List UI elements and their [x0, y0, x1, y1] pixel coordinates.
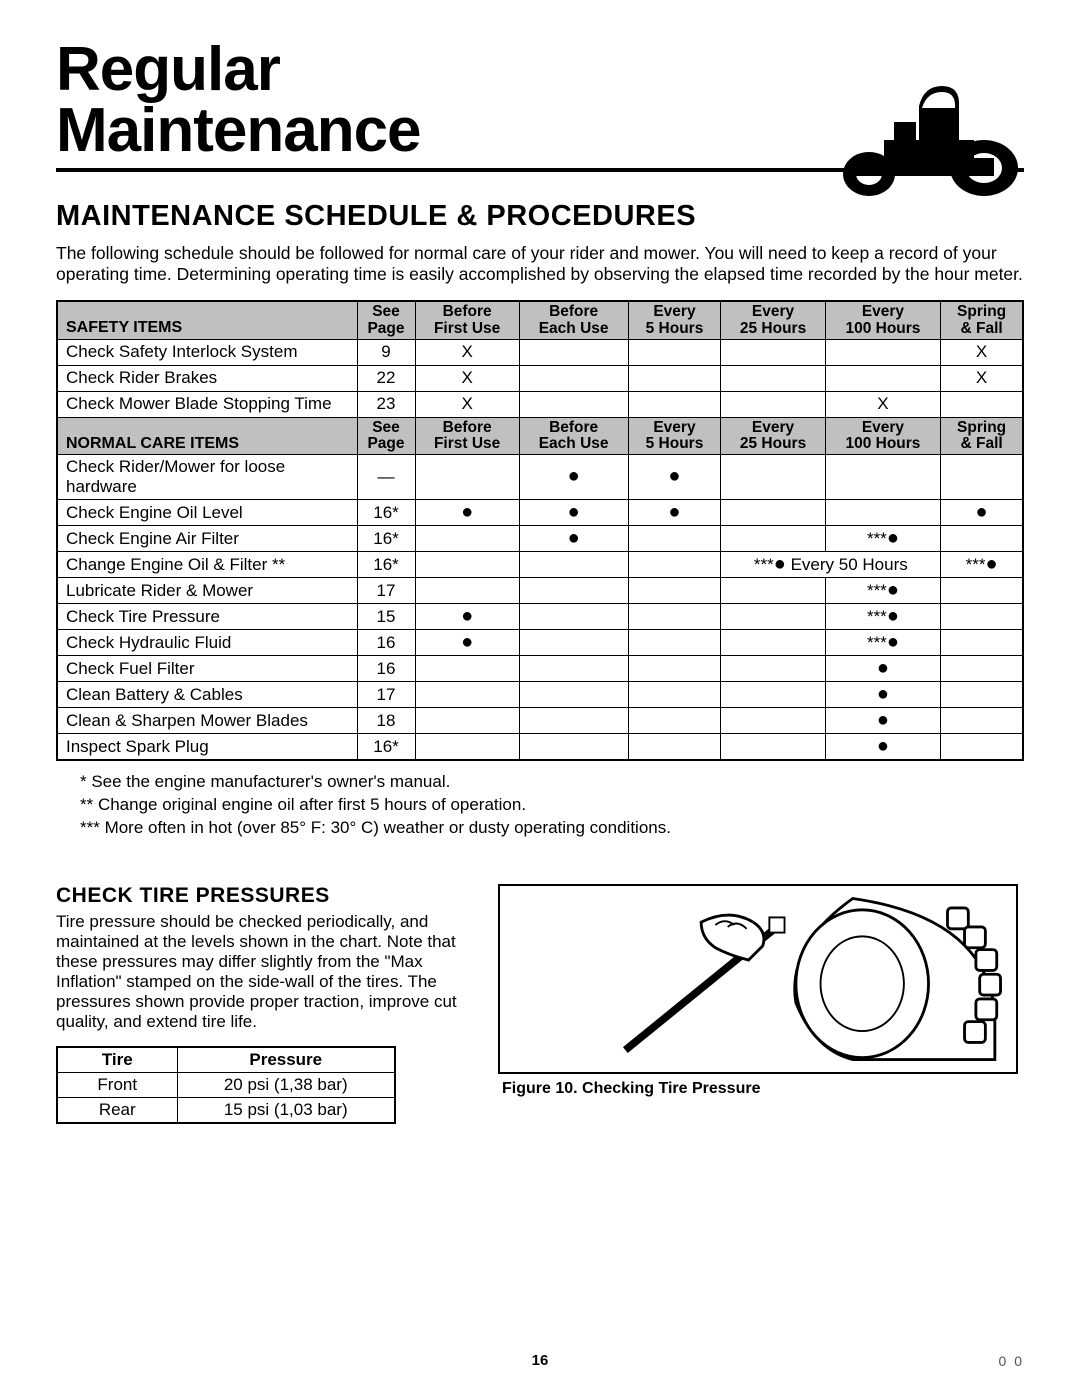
- title-line1: Regular: [56, 35, 280, 104]
- col-safety-items: SAFETY ITEMS: [57, 301, 357, 339]
- intro-text: The following schedule should be followe…: [56, 243, 1024, 287]
- footnote-2: ** Change original engine oil after firs…: [80, 794, 1024, 817]
- tire-table: Tire Pressure Front20 psi (1,38 bar)Rear…: [56, 1046, 396, 1124]
- table-row: Check Rider Brakes22XX: [57, 365, 1023, 391]
- col-25h: Every25 Hours: [721, 301, 825, 339]
- col-5h: Every5 Hours: [628, 301, 721, 339]
- table-row: Check Mower Blade Stopping Time23XX: [57, 391, 1023, 417]
- table-row: Check Engine Oil Level16*●●●●: [57, 500, 1023, 526]
- table-row: Front20 psi (1,38 bar): [57, 1072, 395, 1097]
- col-first-use: BeforeFirst Use: [415, 301, 519, 339]
- figure-caption: Figure 10. Checking Tire Pressure: [502, 1080, 1018, 1098]
- col-see-page: SeePage: [357, 301, 415, 339]
- page-number: 16: [0, 1352, 1080, 1369]
- table-row: Check Hydraulic Fluid16●***●: [57, 630, 1023, 656]
- col-normal-items: NORMAL CARE ITEMS: [57, 417, 357, 455]
- table-row: Check Tire Pressure15●***●: [57, 604, 1023, 630]
- table-row: Rear15 psi (1,03 bar): [57, 1097, 395, 1123]
- col-pressure: Pressure: [177, 1047, 395, 1073]
- footnotes: * See the engine manufacturer's owner's …: [80, 771, 1024, 840]
- col-tire: Tire: [57, 1047, 177, 1073]
- title-line2: Maintenance: [56, 96, 421, 165]
- page-title: Regular Maintenance: [56, 40, 421, 162]
- maintenance-table: SAFETY ITEMS SeePage BeforeFirst Use Bef…: [56, 300, 1024, 761]
- table-row: Inspect Spark Plug16*●: [57, 734, 1023, 760]
- figure-illustration: [498, 884, 1018, 1074]
- table-header-row-2: NORMAL CARE ITEMS SeePage BeforeFirst Us…: [57, 417, 1023, 455]
- page-header: Regular Maintenance: [56, 40, 1024, 172]
- tire-body-text: Tire pressure should be checked periodic…: [56, 912, 470, 1032]
- col-spring-fall: Spring& Fall: [941, 301, 1023, 339]
- col-100h: Every100 Hours: [825, 301, 941, 339]
- table-row: Lubricate Rider & Mower17***●: [57, 578, 1023, 604]
- table-row: Check Rider/Mower for loose hardware—●●: [57, 455, 1023, 500]
- table-row: Clean Battery & Cables17●: [57, 682, 1023, 708]
- footnote-3: *** More often in hot (over 85° F: 30° C…: [80, 817, 1024, 840]
- page-code: 0 0: [999, 1353, 1024, 1369]
- section-heading: MAINTENANCE SCHEDULE & PROCEDURES: [56, 200, 1024, 233]
- table-header-row: SAFETY ITEMS SeePage BeforeFirst Use Bef…: [57, 301, 1023, 339]
- table-row: Clean & Sharpen Mower Blades18●: [57, 708, 1023, 734]
- col-each-use: BeforeEach Use: [519, 301, 628, 339]
- footnote-1: * See the engine manufacturer's owner's …: [80, 771, 1024, 794]
- table-row: Check Safety Interlock System9XX: [57, 339, 1023, 365]
- tire-heading: CHECK TIRE PRESSURES: [56, 884, 470, 908]
- table-row: Check Engine Air Filter16*●***●: [57, 526, 1023, 552]
- table-row: Change Engine Oil & Filter **16****● Eve…: [57, 552, 1023, 578]
- mower-illustration: [824, 66, 1024, 196]
- table-row: Check Fuel Filter16●: [57, 656, 1023, 682]
